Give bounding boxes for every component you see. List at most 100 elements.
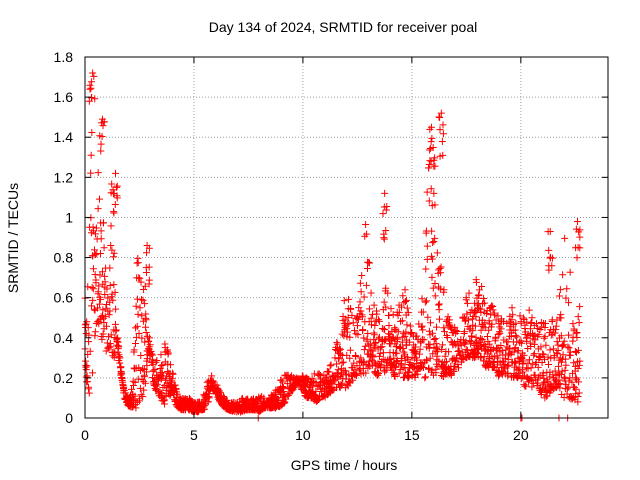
data-point — [563, 285, 571, 293]
data-point — [88, 129, 96, 137]
data-point — [385, 311, 393, 319]
data-point — [209, 377, 217, 385]
data-point — [140, 286, 148, 294]
data-point — [382, 303, 390, 311]
data-point — [524, 365, 532, 373]
data-point — [103, 285, 111, 293]
data-point — [335, 355, 343, 363]
data-point — [397, 303, 405, 311]
data-point — [490, 363, 498, 371]
data-point — [472, 307, 480, 315]
data-point — [146, 334, 154, 342]
data-point — [574, 364, 582, 372]
data-point — [132, 302, 140, 310]
data-point — [362, 281, 370, 289]
data-point — [555, 292, 563, 300]
data-point — [131, 365, 139, 373]
data-point — [97, 235, 105, 243]
data-point — [143, 242, 151, 250]
data-point — [91, 251, 99, 259]
data-point — [393, 349, 401, 357]
data-point — [439, 341, 447, 349]
data-point — [440, 324, 448, 332]
data-point — [145, 276, 153, 284]
data-point — [383, 202, 391, 210]
data-point — [384, 289, 392, 297]
data-point — [566, 348, 574, 356]
data-point — [397, 360, 405, 368]
data-point — [313, 397, 321, 405]
data-point — [573, 254, 581, 262]
tick-labels: 0 5 10 15 20 0 0.2 0.4 0.6 0.8 1 1.2 1.4 1.6 1.8 — [54, 49, 529, 443]
data-point — [104, 344, 112, 352]
data-point — [378, 343, 386, 351]
data-point — [574, 392, 582, 400]
data-point — [379, 210, 387, 218]
data-point — [143, 249, 151, 257]
data-point — [114, 334, 122, 342]
data-point — [463, 310, 471, 318]
data-point — [525, 306, 533, 314]
data-point — [512, 359, 520, 367]
data-point — [116, 354, 124, 362]
data-point — [485, 340, 493, 348]
data-point — [86, 85, 94, 93]
data-point — [303, 379, 311, 387]
data-point — [550, 345, 558, 353]
data-point — [402, 328, 410, 336]
data-point — [360, 293, 368, 301]
data-point — [436, 285, 444, 293]
data-point — [428, 134, 436, 142]
data-point — [406, 322, 414, 330]
data-point — [346, 346, 354, 354]
data-point — [89, 265, 97, 273]
data-point — [571, 347, 579, 355]
data-point — [370, 331, 378, 339]
data-point — [395, 308, 403, 316]
data-point — [347, 305, 355, 313]
data-point — [343, 328, 351, 336]
data-point — [552, 326, 560, 334]
y-tick-label: 0 — [65, 410, 73, 426]
data-point — [148, 351, 156, 359]
data-point — [382, 336, 390, 344]
data-point — [535, 385, 543, 393]
data-point — [480, 294, 488, 302]
data-point — [444, 313, 452, 321]
data-point — [97, 140, 105, 148]
data-point — [428, 366, 436, 374]
data-point — [576, 233, 584, 241]
data-point — [96, 295, 104, 303]
data-point — [94, 304, 102, 312]
data-point — [354, 314, 362, 322]
data-point — [561, 366, 569, 374]
data-point — [431, 201, 439, 209]
data-point — [284, 391, 292, 399]
data-point — [530, 332, 538, 340]
data-point — [118, 374, 126, 382]
data-point — [419, 326, 427, 334]
data-point — [490, 311, 498, 319]
data-point — [134, 259, 142, 267]
data-point — [560, 373, 568, 381]
data-point — [527, 364, 535, 372]
data-point — [95, 320, 103, 328]
data-point — [546, 346, 554, 354]
data-point — [96, 300, 104, 308]
data-point — [85, 97, 93, 105]
data-point — [472, 333, 480, 341]
data-point — [99, 330, 107, 338]
data-point — [423, 188, 431, 196]
data-point — [557, 358, 565, 366]
data-point — [433, 249, 441, 257]
data-point — [349, 319, 357, 327]
data-point — [352, 352, 360, 360]
data-point — [471, 299, 479, 307]
data-point — [425, 164, 433, 172]
plot-frame — [84, 56, 609, 419]
data-point — [574, 243, 582, 251]
data-point — [541, 355, 549, 363]
data-point — [565, 377, 573, 385]
data-point — [434, 347, 442, 355]
data-point — [376, 349, 384, 357]
